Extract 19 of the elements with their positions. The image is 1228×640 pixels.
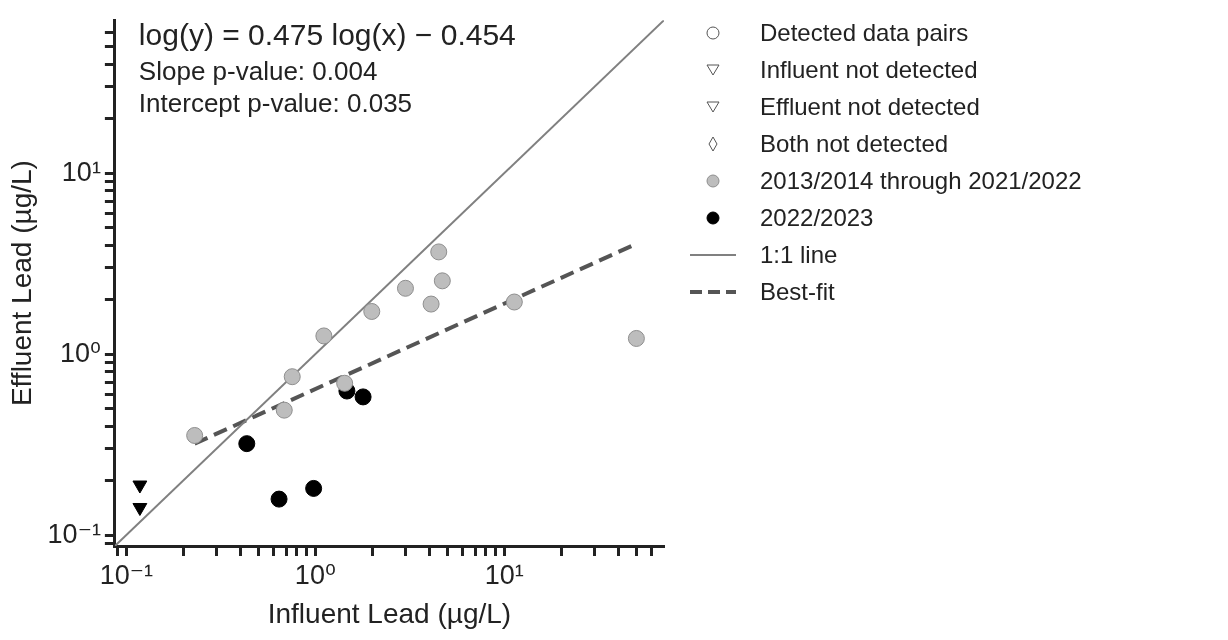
- legend-label: Best-fit: [760, 277, 835, 306]
- legend-label: Detected data pairs: [760, 18, 969, 47]
- legend-label: 2022/2023: [760, 203, 874, 232]
- annotation: log(y) = 0.475 log(x) − 0.454: [138, 18, 516, 52]
- x-axis-title: Influent Lead (µg/L): [267, 597, 512, 629]
- x-tick-label: 10⁻¹: [99, 559, 153, 590]
- legend-label: 1:1 line: [760, 240, 838, 269]
- legend-label: Both not detected: [760, 129, 949, 158]
- annotation: Intercept p-value: 0.035: [138, 88, 413, 119]
- y-tick-label: 10⁰: [60, 337, 101, 368]
- annotation: Slope p-value: 0.004: [138, 56, 378, 87]
- legend-label: Influent not detected: [760, 55, 978, 84]
- x-tick-label: 10⁰: [294, 559, 336, 590]
- x-tick-label: 10¹: [484, 559, 524, 590]
- y-tick-label: 10⁻¹: [47, 518, 101, 549]
- legend-label: Effluent not detected: [760, 92, 980, 121]
- y-axis-title: Effluent Lead (µg/L): [5, 160, 37, 407]
- legend-label: 2013/2014 through 2021/2022: [760, 166, 1082, 195]
- y-tick-label: 10¹: [61, 156, 101, 187]
